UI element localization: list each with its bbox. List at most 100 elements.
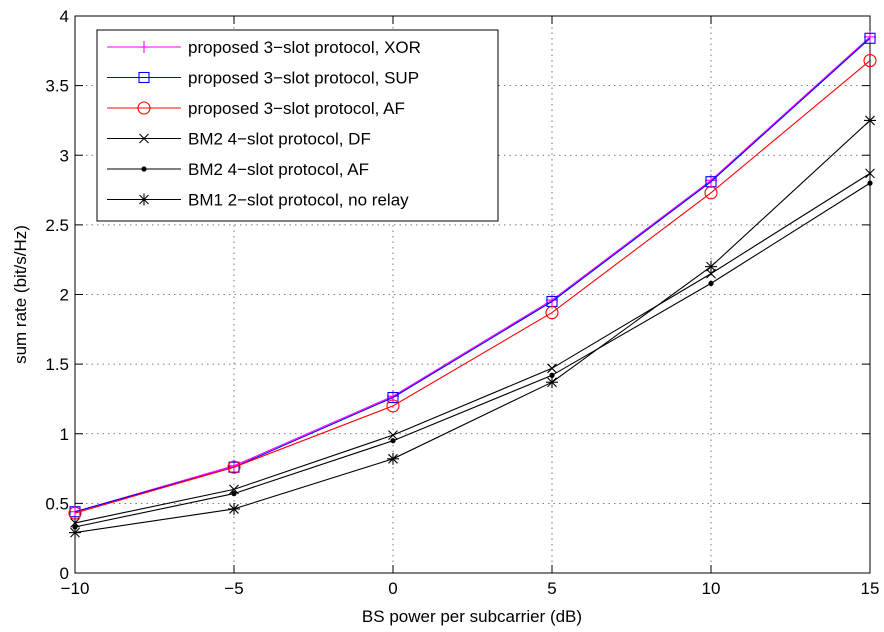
- marker-square: [228, 461, 240, 473]
- y-tick-label: 3.5: [45, 77, 69, 96]
- data-point-marker: [863, 54, 877, 68]
- data-point-marker: [390, 438, 396, 444]
- series-line: [74, 60, 871, 514]
- series-line: [74, 36, 871, 513]
- x-tick-label: −10: [61, 579, 90, 598]
- data-point-marker: [708, 280, 714, 286]
- data-point-marker: [228, 461, 240, 473]
- data-point-marker: [545, 306, 559, 320]
- data-point-marker: [867, 180, 873, 186]
- legend-label: BM1 2−slot protocol, no relay: [188, 191, 409, 210]
- y-tick-label: 1: [60, 425, 69, 444]
- legend-label: BM2 4−slot protocol, AF: [188, 160, 369, 179]
- data-point-marker: [227, 460, 241, 474]
- series-3: [68, 54, 877, 520]
- y-tick-label: 4: [60, 7, 69, 26]
- marker-stroke: [388, 453, 398, 464]
- legend-entry: BM1 2−slot protocol, no relay: [107, 191, 409, 210]
- marker-stroke: [139, 133, 149, 144]
- marker-stroke: [70, 527, 80, 538]
- data-point-marker: [704, 186, 718, 200]
- marker-stroke: [706, 268, 716, 279]
- marker-circle: [137, 101, 151, 115]
- marker-circle: [227, 460, 241, 474]
- legend-label: BM2 4−slot protocol, DF: [188, 130, 371, 149]
- marker-dot: [708, 280, 714, 286]
- data-point-marker: [231, 491, 237, 497]
- data-point-marker: [138, 71, 150, 84]
- legend-entry: BM2 4−slot protocol, DF: [107, 130, 371, 149]
- series-group: [68, 30, 877, 539]
- marker-dot: [231, 491, 237, 497]
- data-point-marker: [864, 32, 876, 44]
- x-axis-label: BS power per subcarrier (dB): [362, 607, 582, 626]
- data-point-marker: [706, 268, 716, 279]
- x-tick-label: 10: [702, 579, 721, 598]
- marker-stroke: [547, 363, 557, 374]
- y-tick-label: 2: [60, 286, 69, 305]
- marker-stroke: [229, 504, 239, 514]
- legend-label: proposed 3−slot protocol, SUP: [188, 69, 419, 88]
- marker-circle: [68, 506, 82, 520]
- data-point-marker: [138, 193, 150, 206]
- data-point-marker: [388, 430, 398, 441]
- marker-square: [138, 71, 150, 84]
- legend-label: proposed 3−slot protocol, AF: [188, 99, 405, 118]
- marker-square: [864, 32, 876, 44]
- data-point-marker: [387, 452, 399, 465]
- marker-stroke: [865, 168, 875, 179]
- data-point-marker: [387, 391, 399, 404]
- axis-ticks: −10 −5 0 5 10 15 0 0.5 1 1.5 2 2.5 3 3.5 4: [45, 7, 879, 598]
- marker-dot: [390, 438, 396, 444]
- x-tick-label: 5: [547, 579, 556, 598]
- x-tick-label: 15: [861, 579, 880, 598]
- data-point-marker: [138, 41, 150, 53]
- data-point-marker: [228, 502, 240, 515]
- legend-entry: proposed 3−slot protocol, SUP: [107, 69, 419, 88]
- legend-label: proposed 3−slot protocol, XOR: [188, 38, 421, 57]
- marker-stroke: [706, 261, 716, 272]
- data-point-marker: [386, 399, 400, 413]
- data-point-marker: [68, 506, 82, 520]
- data-point-marker: [865, 168, 875, 179]
- y-tick-label: 2.5: [45, 216, 69, 235]
- series-line: [74, 172, 871, 524]
- series-5: [72, 180, 873, 530]
- legend: proposed 3−slot protocol, XOR proposed 3−…: [96, 29, 499, 222]
- marker-circle: [386, 399, 400, 413]
- legend-entry: proposed 3−slot protocol, AF: [107, 99, 405, 118]
- data-point-marker: [547, 363, 557, 374]
- data-point-marker: [864, 114, 876, 127]
- marker-dot: [141, 166, 147, 172]
- y-axis-label: sum rate (bit/s/Hz): [11, 225, 30, 364]
- data-point-marker: [69, 526, 81, 539]
- series-line: [74, 119, 871, 534]
- marker-dot: [867, 180, 873, 186]
- data-point-marker: [705, 260, 717, 273]
- marker-circle: [863, 54, 877, 68]
- marker-stroke: [388, 430, 398, 441]
- x-tick-label: 0: [388, 579, 397, 598]
- marker-stroke: [865, 115, 875, 126]
- marker-circle: [545, 306, 559, 320]
- y-tick-label: 1.5: [45, 355, 69, 374]
- x-tick-label: −5: [224, 579, 243, 598]
- y-tick-label: 0.5: [45, 494, 69, 513]
- marker-square: [387, 391, 399, 404]
- marker-stroke: [547, 377, 557, 388]
- legend-entry: proposed 3−slot protocol, XOR: [107, 38, 421, 57]
- marker-stroke: [70, 517, 80, 528]
- marker-dot: [549, 372, 555, 378]
- data-point-marker: [141, 166, 147, 172]
- data-point-marker: [546, 376, 558, 389]
- data-point-marker: [139, 133, 149, 144]
- marker-stroke: [139, 194, 149, 205]
- legend-box: [96, 29, 499, 222]
- marker-stroke: [229, 484, 239, 495]
- data-point-marker: [549, 372, 555, 378]
- series-line: [74, 182, 871, 528]
- marker-circle: [704, 186, 718, 200]
- y-tick-label: 3: [60, 146, 69, 165]
- y-tick-label: 0: [60, 564, 69, 583]
